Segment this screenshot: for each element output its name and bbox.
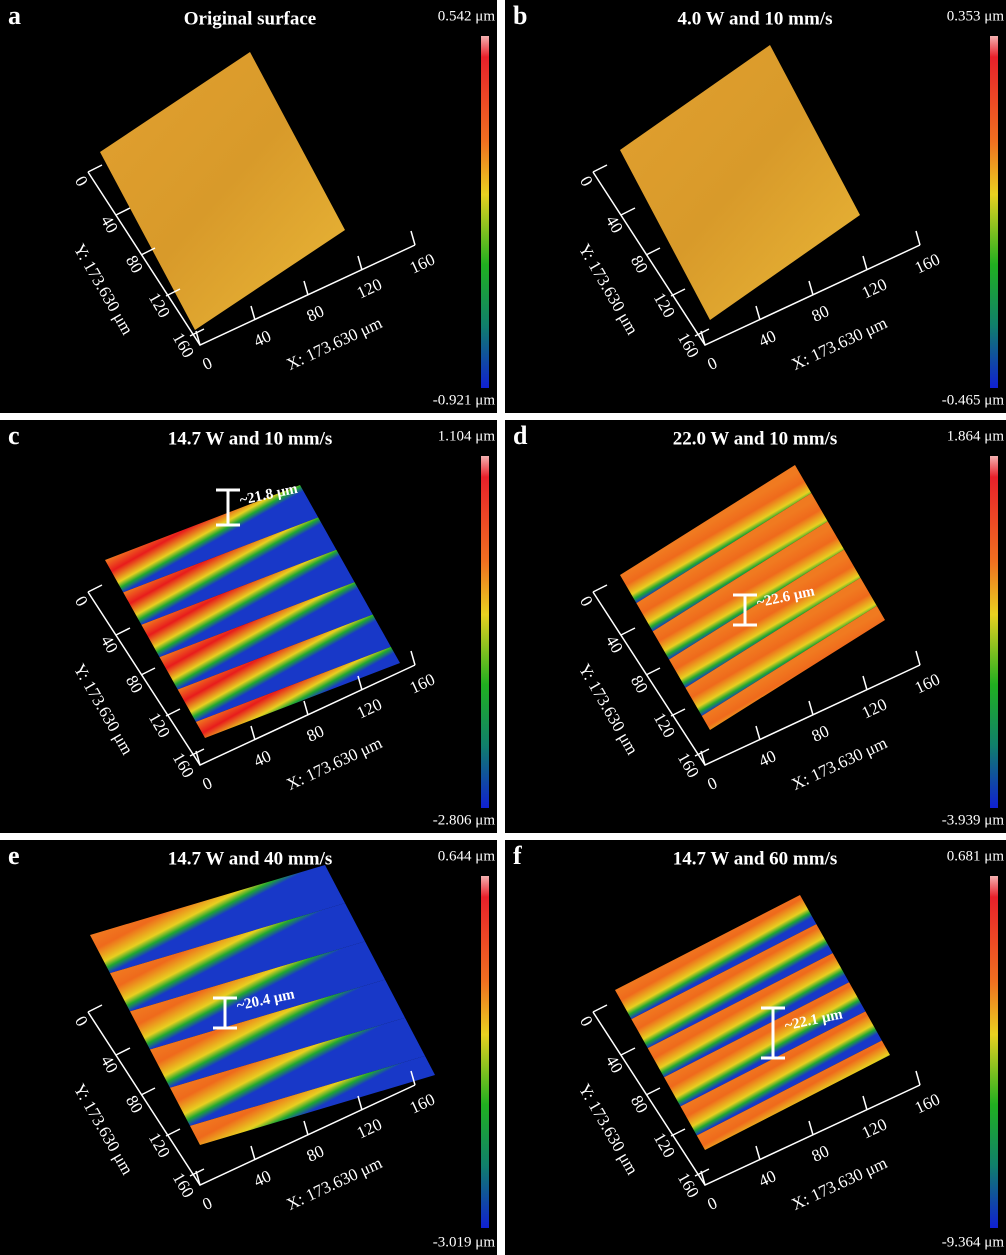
colorbar-max: 0.681 μm — [947, 848, 1005, 864]
panel-title: 22.0 W and 10 mm/s — [673, 428, 838, 449]
colorbar-min: -3.939 μm — [942, 812, 1005, 828]
colorbar-min: -3.019 μm — [433, 1234, 496, 1250]
panel-label: d — [513, 421, 528, 450]
panel-label: a — [8, 1, 21, 30]
colorbar — [990, 36, 998, 388]
panel-label: e — [8, 841, 20, 870]
colorbar — [481, 876, 489, 1228]
figure: 0.542 μm-0.921 μmaOriginal surface040801… — [0, 0, 1006, 1255]
panel-label: c — [8, 421, 20, 450]
panel: 1.104 μm-2.806 μmc14.7 W and 10 mm/s0408… — [0, 420, 497, 833]
colorbar-max: 0.542 μm — [438, 8, 496, 24]
panel-title: 4.0 W and 10 mm/s — [677, 8, 832, 29]
colorbar-min: -0.921 μm — [433, 392, 496, 408]
panel-label: f — [513, 841, 522, 870]
panel: 1.864 μm-3.939 μmd22.0 W and 10 mm/s0408… — [505, 420, 1006, 833]
colorbar-max: 1.104 μm — [438, 428, 496, 444]
colorbar — [481, 456, 489, 808]
panel-title: 14.7 W and 40 mm/s — [168, 848, 333, 869]
colorbar — [990, 876, 998, 1228]
colorbar-max: 1.864 μm — [947, 428, 1005, 444]
colorbar-max: 0.644 μm — [438, 848, 496, 864]
colorbar — [481, 36, 489, 388]
panel-title: 14.7 W and 60 mm/s — [673, 848, 838, 869]
colorbar-max: 0.353 μm — [947, 8, 1005, 24]
colorbar-min: -2.806 μm — [433, 812, 496, 828]
panel-title: Original surface — [184, 8, 316, 29]
colorbar-min: -9.364 μm — [942, 1234, 1005, 1250]
colorbar — [990, 456, 998, 808]
panel-label: b — [513, 1, 527, 30]
colorbar-min: -0.465 μm — [942, 392, 1005, 408]
panel-title: 14.7 W and 10 mm/s — [168, 428, 333, 449]
